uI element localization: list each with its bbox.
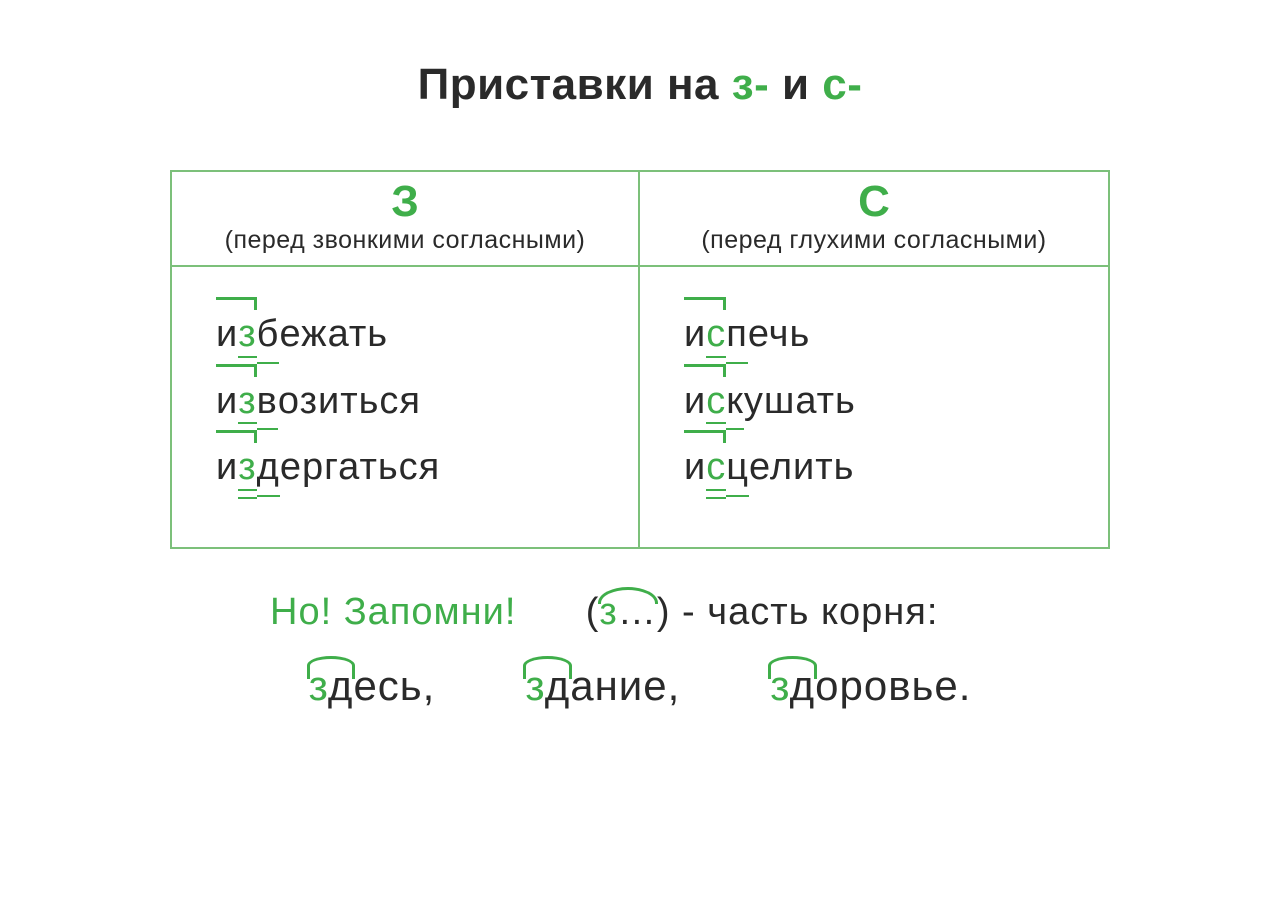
note-arc: з… — [599, 591, 656, 634]
root-first: в — [257, 368, 278, 435]
note-letter: з — [599, 591, 617, 633]
prefix-hl: з — [238, 301, 256, 368]
word-s-1: испечь — [684, 301, 1108, 368]
ex-root-rest: д — [328, 662, 354, 709]
title-s: с- — [822, 60, 862, 109]
root-first: п — [726, 301, 748, 368]
ex-rest: оровье. — [815, 662, 971, 709]
prefix-hl: с — [706, 368, 726, 435]
prefix-mark: ис — [684, 368, 726, 435]
word-rest: ежать — [279, 313, 388, 355]
page-title: Приставки на з- и с- — [0, 60, 1280, 110]
cell-z-examples: избежать извозиться издергаться — [172, 267, 640, 547]
page: Приставки на з- и с- З (перед звонкими с… — [0, 0, 1280, 917]
word-rest: елить — [749, 446, 854, 488]
word-rest: ечь — [748, 313, 810, 355]
title-z: з- — [732, 60, 770, 109]
ex-hl: з — [770, 662, 789, 709]
example-words: здесь, здание, здоровье. — [0, 662, 1280, 710]
note-paren-close: ) — [657, 591, 671, 633]
word-s-2: искушать — [684, 368, 1108, 435]
prefix-plain: и — [216, 380, 238, 422]
prefix-plain: и — [684, 380, 706, 422]
cell-s-examples: испечь искушать исцелить — [640, 267, 1108, 547]
note-paren-open: ( — [586, 591, 600, 633]
word-rest: ушать — [744, 380, 856, 422]
prefix-mark: ис — [684, 301, 726, 368]
prefix-plain: и — [216, 446, 238, 488]
prefix-mark: из — [216, 434, 257, 501]
title-pre: Приставки на — [418, 60, 732, 109]
prefix-mark: ис — [684, 434, 726, 501]
ex-root-rest: д — [545, 662, 571, 709]
example-word-1: здесь, — [309, 662, 436, 710]
table-grid: З (перед звонкими согласными) С (перед г… — [170, 170, 1110, 549]
title-conj: и — [769, 60, 822, 109]
ex-rest: есь, — [353, 662, 435, 709]
prefix-mark: из — [216, 368, 257, 435]
root-arc: зд — [525, 662, 570, 710]
prefix-plain: и — [216, 313, 238, 355]
word-s-3: исцелить — [684, 434, 1108, 501]
prefix-mark: из — [216, 301, 257, 368]
root-arc: зд — [309, 662, 354, 710]
prefix-plain: и — [684, 446, 706, 488]
prefix-hl: з — [238, 368, 256, 435]
note-line: Но! Запомни! (з…) - часть корня: — [130, 591, 1150, 634]
root-first: ц — [726, 434, 749, 501]
note-dots: … — [618, 591, 657, 633]
header-letter-z: З — [172, 180, 638, 224]
prefix-plain: и — [684, 313, 706, 355]
rule-table: З (перед звонкими согласными) С (перед г… — [170, 170, 1110, 549]
word-z-3: издергаться — [216, 434, 638, 501]
ex-root-rest: д — [790, 662, 816, 709]
word-z-2: извозиться — [216, 368, 638, 435]
prefix-hl: с — [706, 434, 726, 501]
root-arc: зд — [770, 662, 815, 710]
root-first: б — [257, 301, 280, 368]
ex-hl: з — [309, 662, 328, 709]
word-rest: озиться — [278, 380, 421, 422]
header-sub-z: (перед звонкими согласными) — [172, 226, 638, 255]
ex-hl: з — [525, 662, 544, 709]
prefix-hl: с — [706, 301, 726, 368]
root-first: к — [726, 368, 744, 435]
word-rest: ергаться — [280, 446, 440, 488]
column-header-s: С (перед глухими согласными) — [640, 172, 1108, 267]
prefix-hl: з — [238, 434, 256, 501]
example-word-2: здание, — [525, 662, 680, 710]
word-z-1: избежать — [216, 301, 638, 368]
header-sub-s: (перед глухими согласными) — [640, 226, 1108, 255]
root-first: д — [257, 434, 280, 501]
note-tail: - часть корня: — [671, 591, 939, 633]
note-lead: Но! Запомни! — [270, 591, 516, 633]
example-word-3: здоровье. — [770, 662, 971, 710]
column-header-z: З (перед звонкими согласными) — [172, 172, 640, 267]
note-space — [528, 591, 574, 633]
ex-rest: ание, — [570, 662, 680, 709]
header-letter-s: С — [640, 180, 1108, 224]
